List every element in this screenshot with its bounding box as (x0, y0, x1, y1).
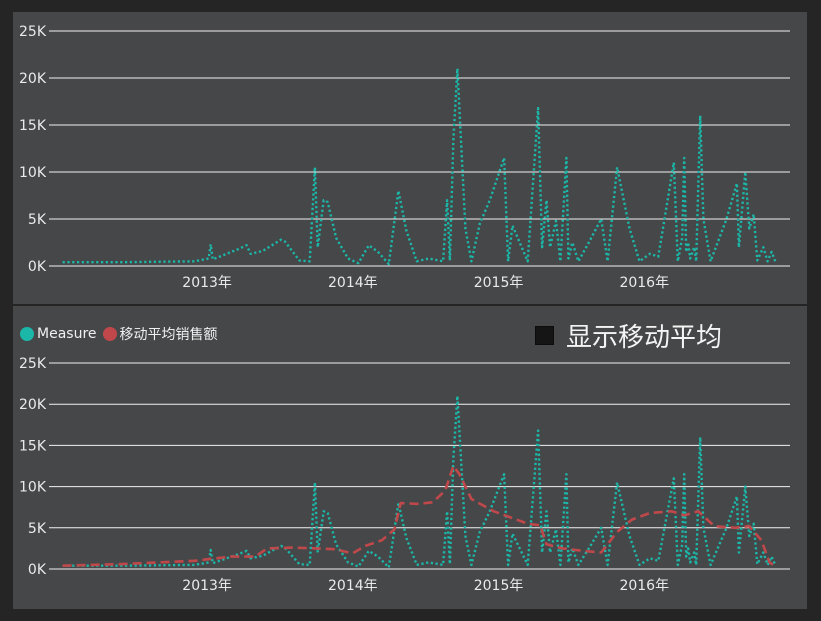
bottom-chart-y-tick-label: 25K (19, 356, 47, 372)
top-chart-x-tick-label: 2015年 (474, 275, 524, 291)
top-chart-y-tick-label: 15K (19, 118, 47, 134)
legend-marker-moving-average (102, 327, 117, 341)
legend-label-measure: Measure (37, 326, 97, 342)
top-chart-y-tick-label: 25K (19, 24, 47, 40)
bottom-chart-moving-average-line (62, 464, 778, 569)
checkbox-icon[interactable] (535, 325, 554, 345)
top-chart-x-tick-label: 2016年 (619, 275, 669, 291)
toggle-label: 显示移动平均 (566, 322, 723, 353)
bottom-chart-y-tick-label: 5K (28, 521, 47, 537)
bottom-chart-y-tick-label: 15K (19, 438, 47, 454)
top-chart-y-tick-label: 10K (19, 165, 47, 181)
bottom-line-chart: 0K 5K 10K 15K 20K 25K 2013年 2014年 2015年 2016年 (19, 356, 790, 594)
bottom-chart-y-tick-label: 0K (28, 562, 47, 578)
top-chart-panel: 0K 5K 10K 15K 20K 25K 2013年 2014年 2015年 2016年 (13, 12, 807, 304)
legend-item-moving-average[interactable]: 移动平均销售额 (102, 324, 218, 344)
bottom-chart-x-tick-label: 2016年 (619, 578, 669, 594)
legend-item-measure[interactable]: Measure (20, 326, 97, 342)
bottom-chart-x-tick-label: 2015年 (474, 578, 524, 594)
legend-label-moving-average: 移动平均销售额 (119, 327, 218, 343)
top-chart-y-tick-label: 20K (19, 71, 47, 87)
show-moving-average-toggle[interactable]: 显示移动平均 (535, 318, 723, 353)
top-chart-measure-line (62, 67, 777, 266)
bottom-chart-x-tick-label: 2013年 (182, 578, 232, 594)
legend-marker-measure (20, 327, 34, 341)
bottom-chart-panel: Measure 移动平均销售额 显示移动平均 0K 5K 10K 15K 20K 25K 2… (13, 306, 807, 609)
bottom-chart-x-tick-label: 2014年 (328, 578, 378, 594)
bottom-chart-y-tick-label: 10K (19, 480, 47, 496)
top-chart-y-tick-label: 5K (28, 212, 47, 228)
top-chart-x-tick-label: 2013年 (182, 275, 232, 291)
top-line-chart: 0K 5K 10K 15K 20K 25K 2013年 2014年 2015年 2016年 (19, 24, 790, 291)
bottom-chart-measure-line (62, 394, 777, 569)
top-chart-y-tick-label: 0K (28, 259, 47, 275)
top-chart-x-tick-label: 2014年 (328, 275, 378, 291)
chart-legend: Measure 移动平均销售额 (20, 324, 224, 344)
bottom-chart-y-tick-label: 20K (19, 397, 47, 413)
